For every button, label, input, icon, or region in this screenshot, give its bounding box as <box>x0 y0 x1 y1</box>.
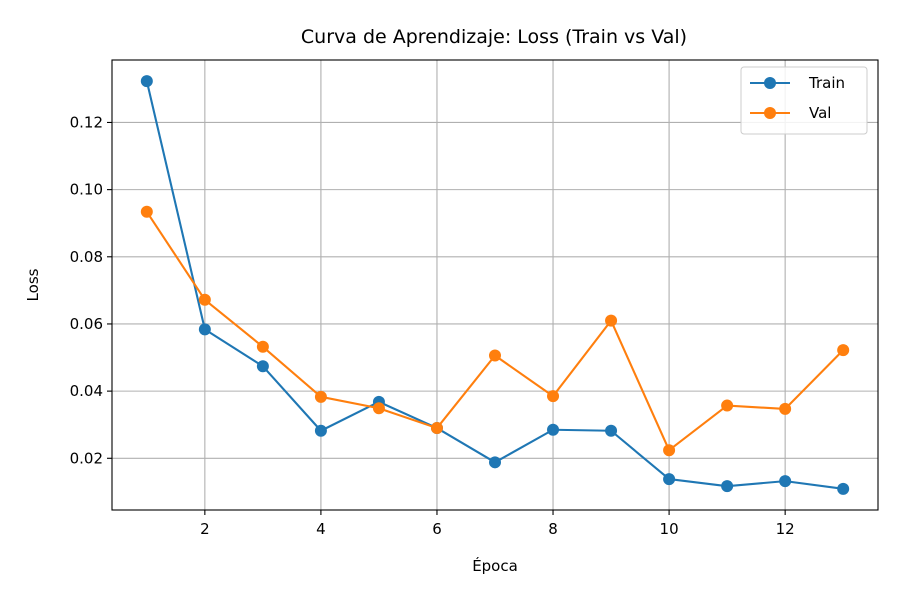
val-data-point <box>256 340 269 353</box>
y-tick-label: 0.02 <box>70 449 103 467</box>
ticks: 2 4 6 8 10 12 0.02 0.04 0.06 0.08 0.10 0.12 <box>70 113 795 538</box>
x-tick-label: 10 <box>660 520 679 538</box>
val-data-point <box>721 399 734 412</box>
train-legend-marker <box>764 77 776 89</box>
train-data-point <box>663 473 676 486</box>
x-tick-label: 8 <box>548 520 558 538</box>
x-tick-label: 6 <box>432 520 442 538</box>
y-tick-label: 0.12 <box>70 113 103 131</box>
val-legend-marker <box>764 107 776 119</box>
val-data-point <box>430 422 443 435</box>
val-data-point <box>605 314 618 327</box>
val-data-point <box>837 344 850 357</box>
train-series-line <box>145 80 844 490</box>
train-data-point <box>314 424 327 437</box>
y-tick-label: 0.08 <box>70 248 103 266</box>
train-data-point <box>547 423 560 436</box>
val-legend-label: Val <box>809 104 831 122</box>
x-tick-label: 12 <box>776 520 795 538</box>
val-data-point <box>140 205 153 218</box>
val-data-point <box>779 402 792 415</box>
train-data-point <box>721 480 734 493</box>
val-data-point <box>314 390 327 403</box>
legend: Train Val <box>740 66 868 135</box>
val-data-point <box>489 349 501 362</box>
val-series-line <box>145 211 844 452</box>
train-data-point <box>605 424 618 437</box>
grid <box>112 60 878 510</box>
train-data-point <box>837 482 850 495</box>
plot-frame <box>111 59 879 511</box>
train-data-point <box>198 323 211 336</box>
train-data-point <box>489 456 501 469</box>
val-data-point <box>372 402 385 415</box>
val-data-point <box>198 293 211 306</box>
y-tick-label: 0.10 <box>70 181 103 199</box>
chart-title: Curva de Aprendizaje: Loss (Train vs Val… <box>301 26 687 48</box>
val-data-point <box>547 390 560 403</box>
train-legend-label: Train <box>808 74 845 92</box>
y-tick-label: 0.04 <box>70 382 103 400</box>
x-axis-label: Época <box>472 556 518 575</box>
train-data-point <box>779 475 792 488</box>
val-data-point <box>663 444 676 457</box>
x-tick-label: 2 <box>200 520 210 538</box>
train-data-point <box>256 360 269 373</box>
train-data-point <box>140 75 153 88</box>
y-axis-label: Loss <box>24 268 42 301</box>
series-layer <box>140 75 850 495</box>
x-tick-label: 4 <box>316 520 326 538</box>
legend-box <box>740 66 868 135</box>
y-tick-label: 0.06 <box>70 315 103 333</box>
